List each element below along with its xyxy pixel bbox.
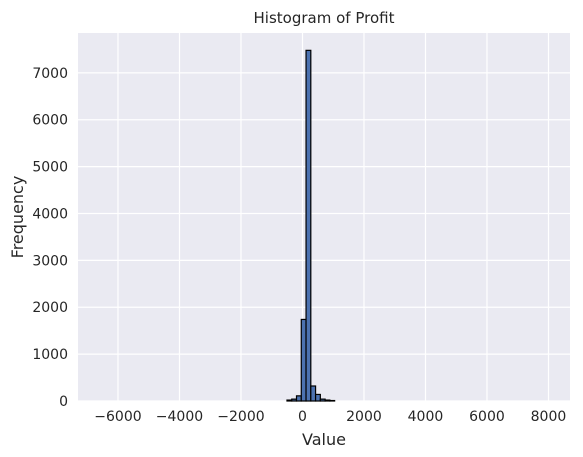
y-tick-label: 1000	[32, 347, 68, 363]
y-tick-label: 6000	[32, 113, 68, 129]
histogram-bar	[291, 398, 298, 402]
y-tick-label: 3000	[32, 253, 68, 269]
x-tick-label: −4000	[156, 409, 203, 425]
x-tick-label: −2000	[217, 409, 264, 425]
x-tick-label: 6000	[469, 409, 505, 425]
x-tick-label: −6000	[94, 409, 141, 425]
y-axis-label: Frequency	[8, 176, 27, 259]
histogram-bar	[300, 318, 307, 402]
x-tick-label: 0	[298, 409, 307, 425]
histogram-bars	[286, 49, 336, 402]
tick-labels: −6000 −4000 −2000 0 2000 4000 6000 8000 0 1000 200…	[32, 66, 566, 425]
histogram-bar	[319, 398, 326, 402]
y-tick-label: 0	[59, 394, 68, 410]
chart-title: Histogram of Profit	[254, 9, 395, 27]
histogram-bar	[314, 393, 321, 402]
histogram-bar	[295, 395, 302, 402]
x-tick-label: 2000	[346, 409, 382, 425]
histogram-bar	[305, 49, 312, 402]
y-tick-label: 7000	[32, 66, 68, 82]
histogram-bar	[310, 385, 317, 402]
histogram-bar	[286, 399, 293, 402]
grid-lines	[78, 33, 570, 402]
x-tick-label: 8000	[531, 409, 567, 425]
plot-area	[78, 33, 570, 401]
histogram-bar	[324, 399, 331, 402]
x-axis-label: Value	[302, 430, 346, 449]
y-tick-label: 4000	[32, 206, 68, 222]
y-tick-label: 5000	[32, 160, 68, 176]
x-tick-label: 4000	[408, 409, 444, 425]
y-tick-label: 2000	[32, 300, 68, 316]
